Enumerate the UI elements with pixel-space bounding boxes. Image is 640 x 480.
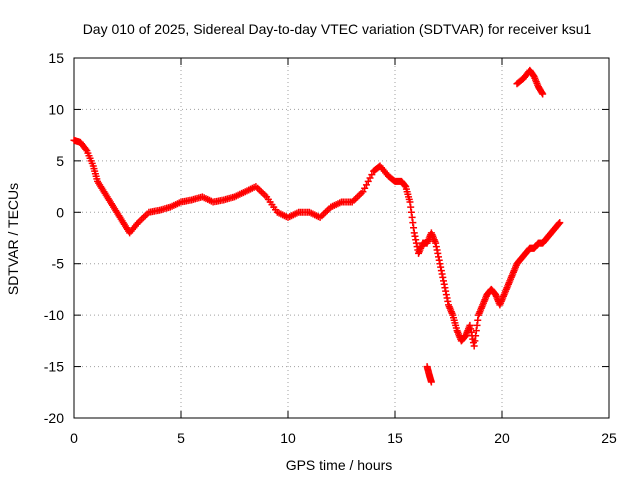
data-point — [427, 378, 435, 386]
y-tick-label: -15 — [44, 359, 64, 375]
series-markers — [70, 66, 564, 386]
x-tick-label: 0 — [70, 430, 78, 446]
x-tick-label: 10 — [280, 430, 296, 446]
y-tick-label: 10 — [48, 101, 64, 117]
chart-title: Day 010 of 2025, Sidereal Day-to-day VTE… — [83, 21, 592, 37]
y-tick-label: -10 — [44, 307, 64, 323]
data-point — [82, 145, 90, 153]
data-point — [556, 219, 564, 227]
x-tick-label: 15 — [387, 430, 403, 446]
y-tick-label: 5 — [56, 153, 64, 169]
y-tick-label: 0 — [56, 204, 64, 220]
x-axis-label: GPS time / hours — [286, 457, 393, 473]
y-tick-labels: -20 -15 -10 -5 0 5 10 15 — [44, 50, 64, 426]
x-tick-label: 5 — [177, 430, 185, 446]
grid — [74, 58, 609, 418]
x-tick-labels: 0 5 10 15 20 25 — [70, 430, 617, 446]
x-tick-label: 20 — [494, 430, 510, 446]
x-tick-label: 25 — [601, 430, 617, 446]
y-axis-label: SDTVAR / TECUs — [5, 183, 21, 295]
y-tick-label: 15 — [48, 50, 64, 66]
axis-ticks — [73, 57, 610, 419]
data-point — [539, 90, 547, 98]
y-tick-label: -5 — [52, 256, 65, 272]
plot-frame — [73, 57, 610, 419]
y-tick-label: -20 — [44, 410, 64, 426]
